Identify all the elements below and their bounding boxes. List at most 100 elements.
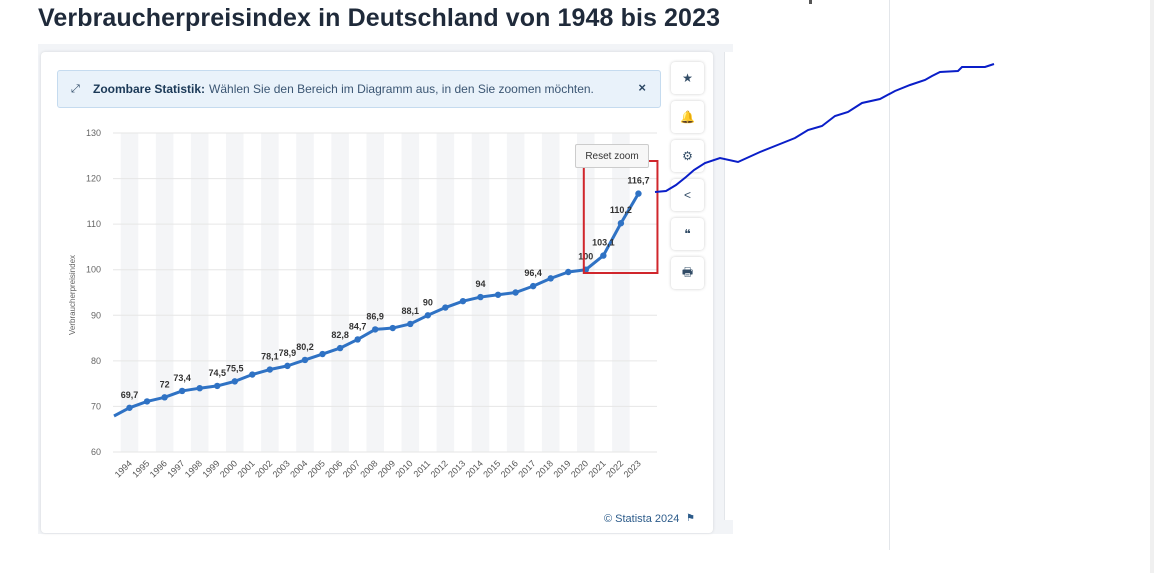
data-point — [459, 297, 467, 305]
close-icon[interactable]: × — [638, 80, 646, 95]
x-tick-label: 2019 — [551, 458, 572, 479]
data-label: 110,2 — [610, 205, 632, 215]
data-point — [407, 320, 414, 328]
x-tick-label: 2020 — [569, 458, 590, 479]
page-title: Verbraucherpreisindex in Deutschland von… — [38, 4, 721, 32]
column-band — [226, 133, 244, 452]
data-label: 69,7 — [121, 390, 139, 400]
banner-heading: Zoombare Statistik: — [93, 82, 206, 96]
data-point — [529, 282, 537, 290]
column-band — [541, 133, 560, 452]
data-point — [231, 378, 238, 385]
data-point — [547, 275, 554, 282]
y-tick-label: 70 — [91, 401, 101, 411]
column-band — [190, 133, 209, 452]
title-overflow-mark — [809, 0, 812, 4]
banner-text: Wählen Sie den Bereich im Diagramm aus, … — [209, 82, 594, 96]
data-point — [354, 336, 361, 343]
column-band — [612, 133, 630, 452]
x-tick-label: 2021 — [587, 458, 608, 479]
data-points — [126, 190, 642, 411]
x-tick-label: 1999 — [200, 458, 221, 479]
x-tick-label: 2005 — [306, 458, 327, 479]
flag-icon[interactable]: ⚑ — [686, 513, 695, 524]
data-label: 100 — [578, 252, 593, 262]
y-axis-ticks: 60 70 80 90 100 110 120 130 — [86, 128, 101, 457]
data-point — [161, 394, 168, 401]
data-point — [126, 404, 133, 411]
data-point — [319, 350, 326, 358]
window-right-edge — [1150, 0, 1154, 573]
x-tick-label: 1997 — [165, 458, 186, 479]
data-label: 82,8 — [331, 330, 349, 340]
y-tick-label: 100 — [86, 265, 101, 275]
reset-zoom-button[interactable]: Reset zoom — [575, 144, 649, 168]
expand-icon: ⤢ — [71, 82, 80, 95]
data-point — [494, 291, 502, 298]
x-tick-label: 2018 — [534, 458, 555, 479]
data-label: 72 — [160, 379, 170, 389]
x-tick-label: 2002 — [253, 458, 274, 479]
column-band — [155, 133, 174, 452]
x-tick-label: 2013 — [446, 458, 467, 479]
column-band — [366, 133, 384, 452]
column-band — [471, 133, 490, 452]
data-point — [477, 293, 484, 301]
y-tick-label: 60 — [91, 447, 101, 457]
data-point — [284, 362, 291, 370]
data-label: 75,5 — [226, 363, 244, 373]
x-tick-label: 2015 — [481, 458, 502, 479]
data-point — [442, 304, 449, 311]
data-label: 78,1 — [261, 352, 279, 362]
data-point — [266, 366, 274, 373]
column-band — [120, 133, 139, 452]
data-label: 80,2 — [296, 342, 314, 352]
data-point — [196, 385, 203, 392]
data-point — [249, 371, 256, 378]
x-tick-label: 2006 — [323, 458, 344, 479]
data-point — [301, 356, 309, 364]
data-point — [178, 387, 186, 395]
y-axis-label: Verbraucherpreisindex — [68, 255, 77, 335]
data-label: 74,5 — [208, 368, 226, 378]
column-band — [331, 133, 349, 452]
x-tick-label: 1996 — [148, 458, 169, 479]
data-point — [336, 344, 344, 352]
x-tick-label: 2001 — [236, 458, 257, 479]
x-tick-label: 2007 — [341, 458, 362, 479]
y-tick-label: 80 — [91, 356, 101, 366]
x-tick-label: 2023 — [622, 458, 643, 479]
data-point — [635, 190, 642, 197]
column-band — [436, 133, 455, 452]
data-label: 88,1 — [402, 306, 420, 316]
zoom-info-banner: ⤢ Zoombare Statistik: Wählen Sie den Ber… — [57, 70, 661, 108]
x-tick-label: 2009 — [376, 458, 397, 479]
x-tick-label: 2016 — [499, 458, 520, 479]
column-band — [577, 133, 595, 452]
data-label: 73,4 — [173, 373, 191, 383]
data-point — [565, 268, 572, 276]
quote-icon[interactable]: ❝ — [671, 218, 704, 250]
data-point — [424, 312, 432, 319]
x-tick-label: 2008 — [358, 458, 379, 479]
statista-credit-link[interactable]: © Statista 2024 — [604, 513, 680, 525]
column-bands — [120, 133, 630, 452]
x-tick-label: 2003 — [271, 458, 292, 479]
data-label: 94 — [475, 279, 485, 289]
x-tick-label: 2011 — [412, 458, 433, 479]
data-label: 96,4 — [524, 268, 542, 278]
y-tick-label: 130 — [86, 128, 101, 138]
x-tick-label: 2022 — [604, 458, 625, 479]
data-point — [600, 252, 607, 259]
print-icon[interactable]: 🖶 — [671, 257, 704, 289]
x-tick-label: 2010 — [393, 458, 414, 479]
side-card-edge — [724, 52, 734, 520]
data-point — [617, 220, 625, 227]
data-point — [143, 398, 151, 405]
x-tick-label: 1995 — [130, 458, 151, 479]
column-band — [401, 133, 420, 452]
data-point — [512, 289, 519, 296]
x-tick-label: 1994 — [113, 458, 134, 479]
